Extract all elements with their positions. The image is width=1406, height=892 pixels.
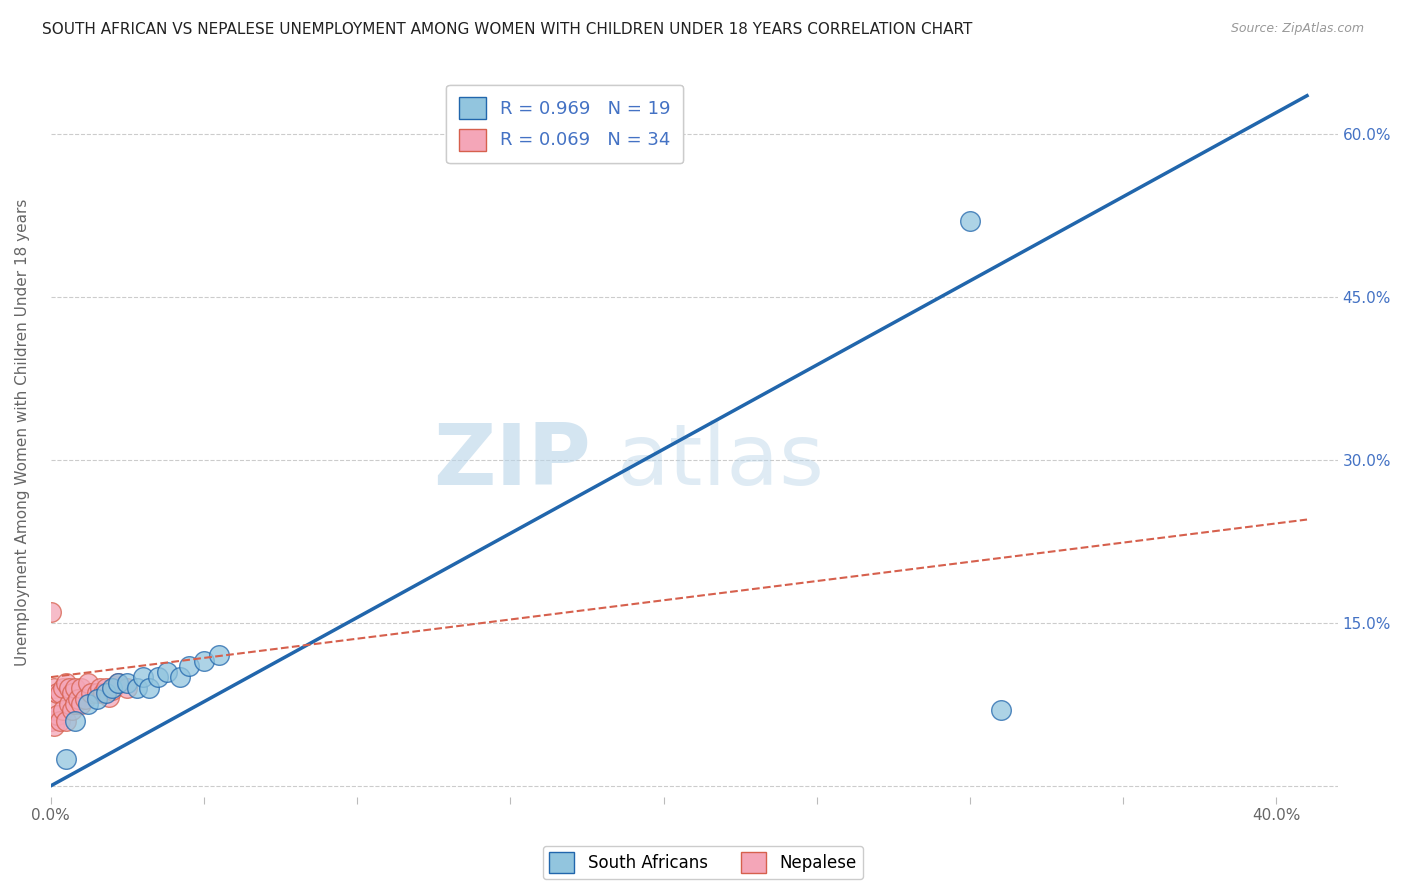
Point — [208, 648, 231, 663]
Point — [959, 213, 981, 227]
Point — [58, 698, 80, 712]
Point — [98, 690, 121, 704]
Point — [104, 679, 127, 693]
Point — [117, 675, 139, 690]
Point — [86, 691, 108, 706]
Point — [49, 686, 72, 700]
Point — [101, 681, 124, 695]
Point — [169, 670, 191, 684]
Text: atlas: atlas — [617, 420, 825, 503]
Point — [58, 681, 80, 695]
Point — [42, 703, 65, 717]
Point — [79, 686, 101, 700]
Point — [73, 691, 96, 706]
Point — [107, 675, 129, 690]
Point — [94, 681, 117, 695]
Point — [42, 719, 65, 733]
Point — [46, 708, 69, 723]
Point — [76, 675, 98, 690]
Legend: South Africans, Nepalese: South Africans, Nepalese — [543, 846, 863, 880]
Point — [76, 698, 98, 712]
Point — [146, 670, 169, 684]
Text: Source: ZipAtlas.com: Source: ZipAtlas.com — [1230, 22, 1364, 36]
Point — [60, 703, 83, 717]
Point — [117, 681, 139, 695]
Point — [49, 714, 72, 728]
Point — [52, 681, 75, 695]
Point — [70, 681, 93, 695]
Point — [132, 670, 155, 684]
Point — [125, 681, 148, 695]
Point — [94, 686, 117, 700]
Point — [156, 665, 179, 679]
Point — [60, 686, 83, 700]
Point — [89, 681, 111, 695]
Point — [55, 675, 77, 690]
Text: SOUTH AFRICAN VS NEPALESE UNEMPLOYMENT AMONG WOMEN WITH CHILDREN UNDER 18 YEARS : SOUTH AFRICAN VS NEPALESE UNEMPLOYMENT A… — [42, 22, 973, 37]
Point — [138, 681, 160, 695]
Point — [990, 703, 1012, 717]
Point — [42, 681, 65, 695]
Legend: R = 0.969   N = 19, R = 0.069   N = 34: R = 0.969 N = 19, R = 0.069 N = 34 — [446, 85, 683, 163]
Point — [55, 751, 77, 765]
Point — [65, 698, 87, 712]
Point — [52, 703, 75, 717]
Point — [101, 683, 124, 698]
Point — [86, 686, 108, 700]
Point — [65, 681, 87, 695]
Point — [177, 659, 200, 673]
Point — [91, 686, 114, 700]
Point — [39, 605, 62, 619]
Point — [55, 714, 77, 728]
Point — [67, 691, 90, 706]
Point — [46, 686, 69, 700]
Point — [70, 698, 93, 712]
Point — [193, 654, 215, 668]
Y-axis label: Unemployment Among Women with Children Under 18 years: Unemployment Among Women with Children U… — [15, 199, 30, 666]
Point — [107, 675, 129, 690]
Point — [65, 714, 87, 728]
Point — [39, 714, 62, 728]
Text: ZIP: ZIP — [433, 420, 592, 503]
